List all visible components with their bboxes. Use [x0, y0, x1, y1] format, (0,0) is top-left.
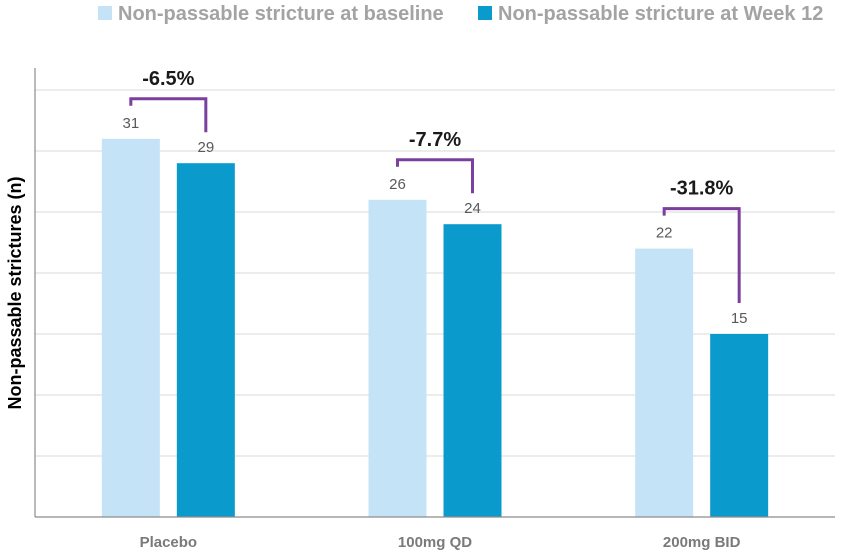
- legend-label-baseline: Non-passable stricture at baseline: [118, 3, 444, 25]
- bar-week12: [710, 334, 769, 517]
- legend-label-week12: Non-passable stricture at Week 12: [498, 3, 823, 25]
- y-axis-title: Non-passable strictures (n): [5, 176, 25, 409]
- bar-baseline: [101, 138, 160, 518]
- data-label: 31: [122, 115, 139, 132]
- data-label: 22: [656, 225, 673, 242]
- legend-swatch-week12: [478, 6, 492, 20]
- x-axis-labels: Placebo 100mg QD 200mg BID: [140, 534, 741, 551]
- data-label: 26: [389, 176, 406, 193]
- legend-swatch-baseline: [98, 6, 112, 20]
- bar-baseline: [368, 199, 427, 518]
- category-label: 100mg QD: [398, 534, 472, 551]
- bar-week12: [443, 224, 502, 517]
- data-label: 24: [464, 200, 481, 217]
- data-label: 29: [197, 139, 214, 156]
- change-bracket: [129, 97, 208, 133]
- percent-change-label: -6.5%: [142, 68, 194, 90]
- gridlines: [35, 89, 835, 457]
- change-bracket: [396, 158, 474, 194]
- bars: 31 29 26 24 22 15: [101, 115, 769, 518]
- data-label: 15: [731, 310, 748, 327]
- category-label: 200mg BID: [663, 534, 741, 551]
- bar-week12: [176, 163, 235, 517]
- annotations: -6.5% -7.7% -31.8%: [129, 68, 741, 303]
- percent-change-label: -31.8%: [670, 178, 734, 200]
- percent-change-label: -7.7%: [409, 129, 461, 151]
- category-label: Placebo: [140, 534, 198, 551]
- change-bracket: [662, 207, 741, 303]
- legend: Non-passable stricture at baseline Non-p…: [98, 3, 823, 25]
- bar-baseline: [635, 248, 694, 517]
